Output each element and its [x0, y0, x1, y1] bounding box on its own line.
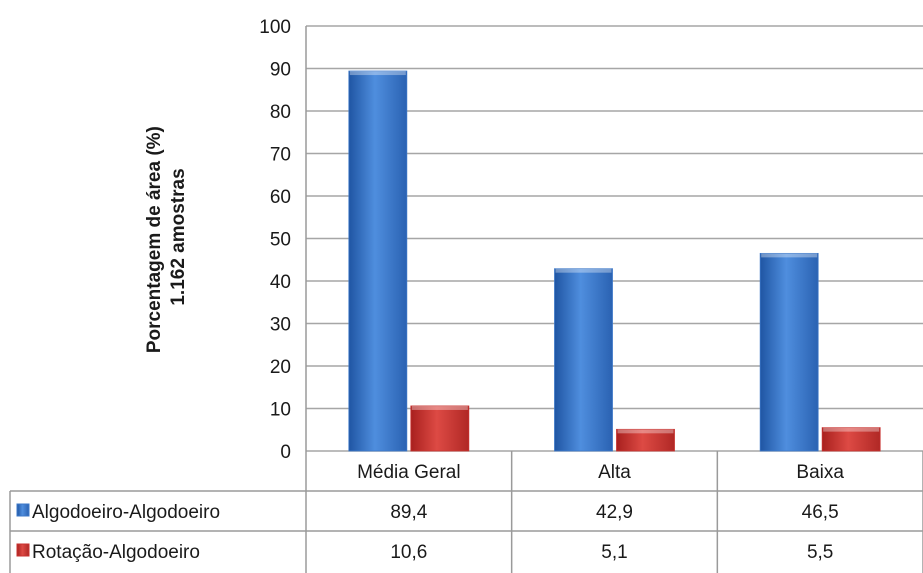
category-label: Média Geral — [357, 462, 461, 483]
bar-cap — [411, 405, 468, 410]
data-value-label: 46,5 — [802, 502, 839, 523]
y-tick-label: 30 — [270, 315, 291, 336]
y-tick-label: 20 — [270, 357, 291, 378]
y-axis-label-line1: Porcentagem de área (%) — [144, 126, 165, 353]
legend-swatch — [16, 503, 30, 517]
y-tick-label: 0 — [280, 442, 291, 463]
y-tick-label: 50 — [270, 230, 291, 251]
bars — [348, 70, 881, 452]
y-tick-label: 70 — [270, 145, 291, 166]
y-tick-label: 40 — [270, 272, 291, 293]
y-tick-label: 90 — [270, 60, 291, 81]
legend-swatch — [16, 543, 30, 557]
y-axis-label: Porcentagem de área (%) 1.162 amostras — [144, 121, 189, 353]
bar-cap — [349, 71, 406, 76]
bar-rotacao-0 — [410, 405, 470, 452]
y-tick-label: 100 — [259, 17, 291, 38]
y-axis-ticks: 0 10 20 30 40 50 60 70 80 90 100 — [259, 17, 291, 463]
bar-cap — [617, 429, 674, 434]
bar-algodoeiro-2 — [759, 252, 819, 452]
bar-rotacao-2 — [821, 427, 881, 452]
data-value-label: 5,1 — [601, 542, 627, 563]
data-value-label: 10,6 — [390, 542, 427, 563]
data-value-label: 42,9 — [596, 502, 633, 523]
gridlines — [305, 25, 923, 452]
y-axis-label-line2: 1.162 amostras — [168, 168, 189, 305]
category-label: Baixa — [796, 462, 844, 483]
bar-cap — [555, 268, 612, 273]
legend-series-name: Algodoeiro-Algodoeiro — [32, 502, 220, 523]
y-tick-label: 80 — [270, 102, 291, 123]
data-value-label: 5,5 — [807, 542, 833, 563]
bar-cap — [761, 253, 818, 258]
legend-series-name: Rotação-Algodoeiro — [32, 542, 200, 563]
bar-rotacao-1 — [616, 428, 675, 452]
y-tick-label: 60 — [270, 187, 291, 208]
data-value-label: 89,4 — [390, 502, 427, 523]
bar-algodoeiro-1 — [554, 268, 613, 452]
bar-algodoeiro-0 — [348, 70, 408, 452]
y-tick-label: 10 — [270, 400, 291, 421]
bar-cap — [823, 427, 880, 432]
category-label: Alta — [598, 462, 631, 483]
data-table: Média Geral Alta Baixa Algodoeiro-Algodoeir… — [9, 451, 923, 573]
